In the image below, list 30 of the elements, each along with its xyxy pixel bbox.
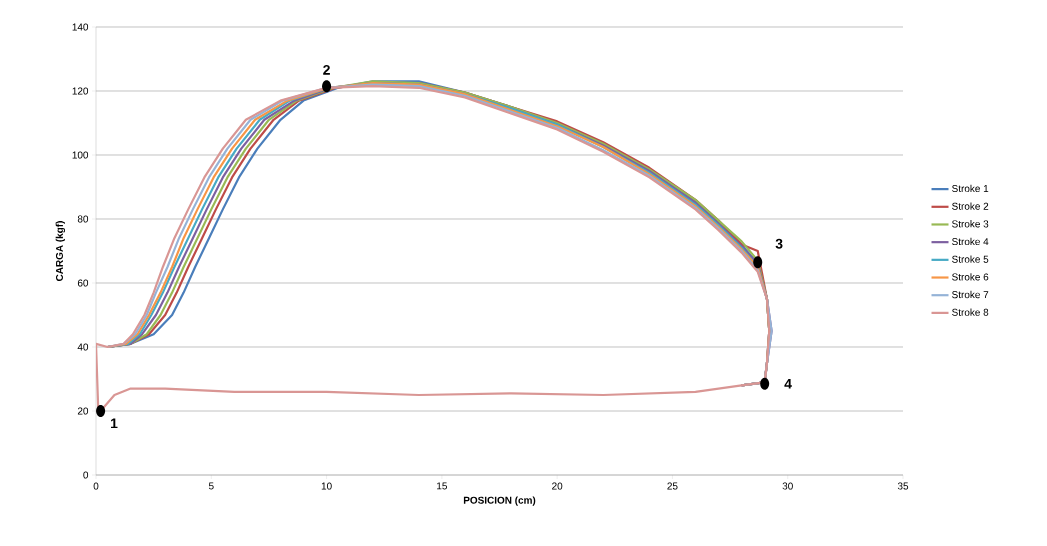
annotation: 4	[784, 379, 792, 389]
x-tick-label: 15	[437, 482, 447, 490]
legend-label: Stroke 4	[952, 237, 989, 246]
y-tick-label: 40	[77, 343, 89, 351]
y-tick-label: 60	[77, 279, 89, 287]
y-tick-label: 80	[77, 215, 89, 223]
legend-label: Stroke 5	[952, 255, 989, 263]
x-tick-label: 25	[667, 482, 678, 490]
x-tick-label: 20	[552, 482, 563, 490]
y-axis-title: CARGA (kgf)	[55, 221, 66, 282]
x-tick-label: 5	[208, 482, 214, 490]
y-tick-label: 0	[83, 471, 89, 479]
legend-label: Stroke 8	[952, 308, 989, 316]
annotation: 2	[323, 64, 330, 75]
legend-label: Stroke 1	[952, 184, 989, 193]
x-tick-label: 10	[321, 482, 332, 490]
legend-label: Stroke 7	[952, 290, 989, 299]
y-tick-label: 100	[72, 151, 89, 159]
annotation: 3	[775, 238, 783, 249]
y-tick-label: 20	[77, 407, 89, 415]
x-axis-title: POSICION (cm)	[463, 496, 536, 506]
y-tick-label: 140	[72, 23, 89, 31]
legend-label: Stroke 2	[952, 202, 989, 210]
y-tick-label: 120	[72, 87, 89, 95]
x-tick-label: 35	[897, 482, 909, 490]
legend-label: Stroke 3	[952, 220, 989, 228]
legend-label: Stroke 6	[952, 273, 989, 281]
x-tick-label: 0	[93, 482, 99, 490]
x-tick-label: 30	[782, 482, 793, 490]
annotation: 1	[111, 418, 118, 429]
